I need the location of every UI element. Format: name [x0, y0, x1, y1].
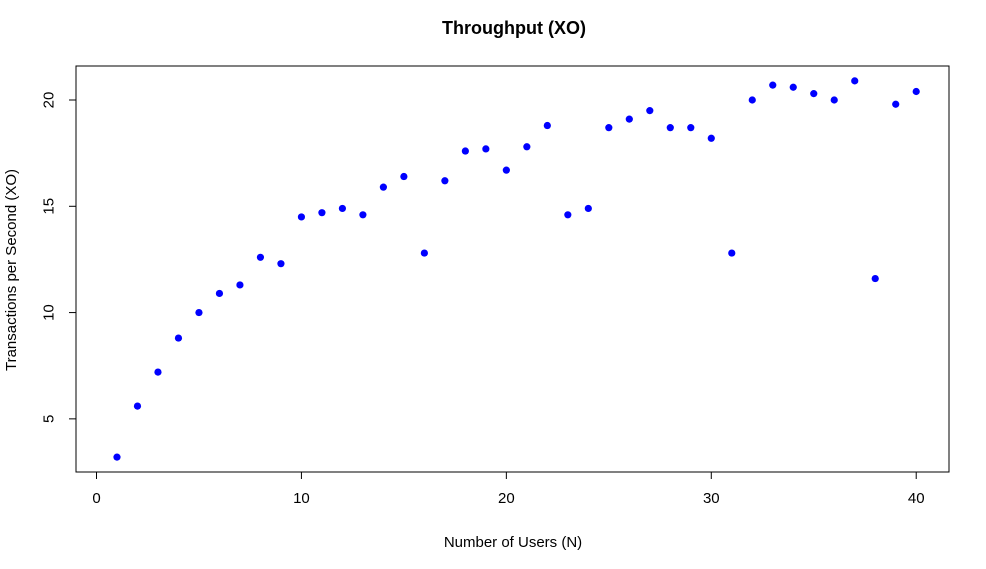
x-axis-label: Number of Users (N): [444, 534, 582, 551]
data-point: [646, 107, 654, 115]
data-point: [851, 77, 859, 85]
data-point: [215, 289, 224, 298]
data-point: [133, 402, 142, 410]
data-point: [789, 83, 797, 91]
data-point: [605, 124, 613, 132]
data-point: [482, 145, 490, 153]
data-point: [256, 253, 265, 261]
y-tick-label: 5: [41, 415, 58, 423]
data-point: [338, 204, 347, 213]
x-tick-label: 10: [293, 490, 310, 507]
y-tick-label: 20: [41, 92, 58, 109]
data-point: [892, 100, 900, 108]
plot-frame: [75, 65, 950, 473]
x-tick-label: 40: [908, 490, 925, 507]
x-tick-label: 0: [92, 490, 100, 507]
data-point: [871, 274, 879, 283]
data-point: [236, 281, 244, 289]
data-point: [625, 115, 633, 123]
y-axis-label: Transactions per Second (XO): [3, 169, 20, 371]
data-point: [318, 209, 326, 217]
data-point: [113, 453, 121, 461]
data-point: [461, 147, 469, 155]
data-point: [687, 124, 695, 132]
data-point: [441, 177, 449, 185]
data-point: [748, 96, 756, 104]
x-axis: 0 10 20 30 40: [92, 471, 925, 507]
y-tick-label: 10: [41, 304, 58, 321]
data-point: [564, 211, 572, 219]
y-axis: 5 10 15 20: [41, 92, 77, 423]
data-point: [523, 143, 531, 151]
data-point: [277, 260, 285, 268]
data-point: [666, 124, 674, 132]
data-point: [174, 334, 183, 342]
x-tick-label: 30: [703, 490, 720, 507]
data-point: [195, 308, 203, 317]
data-point: [154, 368, 162, 376]
data-point: [728, 249, 736, 257]
x-tick-label: 20: [498, 490, 515, 507]
data-point: [912, 87, 920, 96]
data-point: [359, 211, 367, 219]
data-point: [379, 183, 387, 191]
data-point: [502, 166, 510, 174]
data-point: [830, 96, 838, 104]
y-tick-label: 15: [41, 198, 58, 215]
data-point: [584, 204, 592, 213]
data-point: [769, 81, 777, 89]
data-points: [113, 77, 920, 461]
data-point: [420, 249, 428, 257]
data-point: [400, 172, 408, 181]
data-point: [543, 121, 551, 130]
data-point: [810, 90, 818, 98]
data-point: [707, 134, 715, 142]
chart-title: Throughput (XO): [442, 18, 586, 38]
data-point: [297, 213, 306, 221]
